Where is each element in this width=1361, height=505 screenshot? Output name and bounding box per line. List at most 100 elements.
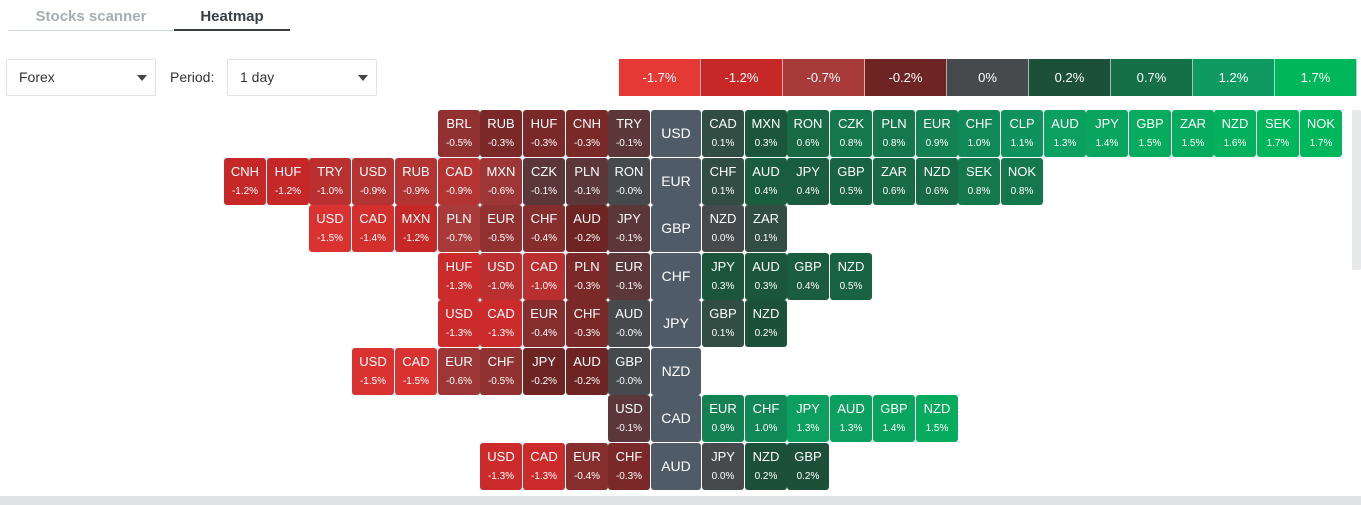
- currency-cell[interactable]: CNH -1.2%: [224, 157, 266, 205]
- currency-cell[interactable]: EUR 0.9%: [916, 110, 958, 157]
- currency-cell[interactable]: NZD 0.6%: [916, 157, 958, 205]
- currency-cell[interactable]: MXN 0.3%: [745, 110, 787, 157]
- currency-cell[interactable]: GBP 0.2%: [787, 442, 829, 490]
- currency-cell[interactable]: SEK 1.7%: [1257, 110, 1299, 157]
- currency-cell[interactable]: CAD -1.3%: [480, 300, 522, 347]
- currency-cell[interactable]: EUR -0.5%: [480, 205, 522, 252]
- base-currency-label[interactable]: JPY: [651, 300, 701, 347]
- currency-cell[interactable]: JPY 0.3%: [702, 252, 744, 300]
- base-currency-label[interactable]: EUR: [651, 157, 701, 205]
- currency-cell[interactable]: GBP 0.5%: [830, 157, 872, 205]
- market-select[interactable]: Forex: [6, 59, 156, 96]
- currency-cell[interactable]: USD -0.9%: [352, 157, 394, 205]
- currency-cell[interactable]: AUD 0.3%: [745, 252, 787, 300]
- currency-cell[interactable]: CHF -0.3%: [566, 300, 608, 347]
- currency-cell[interactable]: JPY 1.3%: [787, 395, 829, 442]
- currency-cell[interactable]: PLN -0.1%: [566, 157, 608, 205]
- currency-cell[interactable]: CHF 0.1%: [702, 157, 744, 205]
- currency-cell[interactable]: AUD 1.3%: [1044, 110, 1086, 157]
- currency-cell[interactable]: AUD 0.4%: [745, 157, 787, 205]
- currency-cell[interactable]: SEK 0.8%: [958, 157, 1000, 205]
- currency-cell[interactable]: JPY -0.2%: [523, 347, 565, 395]
- currency-cell[interactable]: PLN -0.3%: [566, 252, 608, 300]
- currency-cell[interactable]: CAD -1.3%: [523, 442, 565, 490]
- currency-cell[interactable]: HUF -1.2%: [267, 157, 309, 205]
- currency-code: AUD: [752, 258, 780, 274]
- currency-cell[interactable]: CHF -0.3%: [608, 442, 650, 490]
- period-select[interactable]: 1 day: [227, 59, 377, 96]
- currency-cell[interactable]: JPY 0.4%: [787, 157, 829, 205]
- currency-cell[interactable]: TRY -0.1%: [608, 110, 650, 157]
- currency-cell[interactable]: GBP 1.4%: [873, 395, 915, 442]
- currency-cell[interactable]: GBP -0.0%: [608, 347, 650, 395]
- currency-cell[interactable]: EUR -0.1%: [608, 252, 650, 300]
- currency-cell[interactable]: GBP 0.4%: [787, 252, 829, 300]
- currency-cell[interactable]: RON 0.6%: [787, 110, 829, 157]
- currency-cell[interactable]: BRL -0.5%: [438, 110, 480, 157]
- currency-cell[interactable]: MXN -0.6%: [480, 157, 522, 205]
- vertical-scrollbar[interactable]: [1352, 110, 1361, 270]
- currency-cell[interactable]: JPY -0.1%: [608, 205, 650, 252]
- tab-heatmap[interactable]: Heatmap: [174, 0, 290, 31]
- currency-cell[interactable]: USD -1.3%: [480, 442, 522, 490]
- currency-cell[interactable]: USD -1.5%: [352, 347, 394, 395]
- currency-cell[interactable]: PLN 0.8%: [873, 110, 915, 157]
- base-currency-label[interactable]: AUD: [651, 442, 701, 490]
- currency-cell[interactable]: RON -0.0%: [608, 157, 650, 205]
- currency-cell[interactable]: GBP 1.5%: [1129, 110, 1171, 157]
- currency-cell[interactable]: HUF -0.3%: [523, 110, 565, 157]
- currency-cell[interactable]: CAD -1.0%: [523, 252, 565, 300]
- currency-cell[interactable]: CZK 0.8%: [830, 110, 872, 157]
- currency-cell[interactable]: USD -1.0%: [480, 252, 522, 300]
- currency-cell[interactable]: CZK -0.1%: [523, 157, 565, 205]
- currency-cell[interactable]: CHF -0.4%: [523, 205, 565, 252]
- currency-cell[interactable]: CAD -0.9%: [438, 157, 480, 205]
- currency-cell[interactable]: EUR -0.4%: [566, 442, 608, 490]
- currency-cell[interactable]: USD -1.3%: [438, 300, 480, 347]
- currency-cell[interactable]: JPY 0.0%: [702, 442, 744, 490]
- currency-cell[interactable]: EUR -0.6%: [438, 347, 480, 395]
- base-currency-label[interactable]: CAD: [651, 395, 701, 442]
- horizontal-scrollbar[interactable]: [0, 496, 1361, 505]
- currency-cell[interactable]: CNH -0.3%: [566, 110, 608, 157]
- currency-cell[interactable]: NZD 0.0%: [702, 205, 744, 252]
- base-currency-label[interactable]: GBP: [651, 205, 701, 252]
- currency-cell[interactable]: JPY 1.4%: [1086, 110, 1128, 157]
- currency-cell[interactable]: HUF -1.3%: [438, 252, 480, 300]
- currency-cell[interactable]: RUB -0.3%: [480, 110, 522, 157]
- currency-cell[interactable]: USD -0.1%: [608, 395, 650, 442]
- tab-stocks-scanner[interactable]: Stocks scanner: [35, 8, 147, 25]
- currency-cell[interactable]: CHF -0.5%: [480, 347, 522, 395]
- currency-cell[interactable]: ZAR 0.1%: [745, 205, 787, 252]
- currency-cell[interactable]: EUR -0.4%: [523, 300, 565, 347]
- currency-cell[interactable]: CHF 1.0%: [958, 110, 1000, 157]
- currency-cell[interactable]: AUD -0.2%: [566, 205, 608, 252]
- currency-cell[interactable]: NZD 0.5%: [830, 252, 872, 300]
- currency-cell[interactable]: NZD 0.2%: [745, 300, 787, 347]
- currency-cell[interactable]: AUD -0.2%: [566, 347, 608, 395]
- currency-cell[interactable]: EUR 0.9%: [702, 395, 744, 442]
- currency-cell[interactable]: CAD -1.4%: [352, 205, 394, 252]
- currency-cell[interactable]: ZAR 1.5%: [1172, 110, 1214, 157]
- currency-cell[interactable]: PLN -0.7%: [438, 205, 480, 252]
- currency-cell[interactable]: TRY -1.0%: [309, 157, 351, 205]
- currency-cell[interactable]: AUD 1.3%: [830, 395, 872, 442]
- currency-cell[interactable]: CAD 0.1%: [702, 110, 744, 157]
- currency-cell[interactable]: USD -1.5%: [309, 205, 351, 252]
- base-currency-label[interactable]: USD: [651, 110, 701, 157]
- currency-cell[interactable]: MXN -1.2%: [395, 205, 437, 252]
- currency-cell[interactable]: NOK 0.8%: [1001, 157, 1043, 205]
- currency-cell[interactable]: CLP 1.1%: [1001, 110, 1043, 157]
- currency-cell[interactable]: NZD 0.2%: [745, 442, 787, 490]
- currency-cell[interactable]: NZD 1.6%: [1214, 110, 1256, 157]
- currency-cell[interactable]: CHF 1.0%: [745, 395, 787, 442]
- currency-cell[interactable]: AUD -0.0%: [608, 300, 650, 347]
- currency-cell[interactable]: GBP 0.1%: [702, 300, 744, 347]
- currency-cell[interactable]: NZD 1.5%: [916, 395, 958, 442]
- currency-cell[interactable]: NOK 1.7%: [1300, 110, 1342, 157]
- base-currency-label[interactable]: NZD: [651, 347, 701, 395]
- currency-cell[interactable]: CAD -1.5%: [395, 347, 437, 395]
- currency-cell[interactable]: ZAR 0.6%: [873, 157, 915, 205]
- base-currency-label[interactable]: CHF: [651, 252, 701, 300]
- currency-cell[interactable]: RUB -0.9%: [395, 157, 437, 205]
